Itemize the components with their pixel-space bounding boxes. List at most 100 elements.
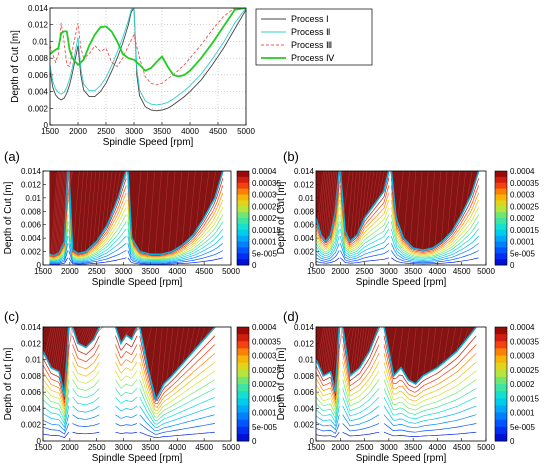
colorbar-tick-label: 0.0003 [252, 191, 277, 200]
lobe-boundary [68, 171, 128, 255]
colorbar-tick-label: 0.00035 [510, 179, 539, 188]
contour-line [60, 171, 68, 249]
contour-line [316, 405, 340, 427]
colorbar-segment [237, 200, 249, 207]
panel-1: 1500 2000 2500 3000 3500 4000 4500 5000 0 0.002 0.… [3, 149, 281, 288]
colorbar-segment [237, 348, 249, 356]
contour-line [335, 171, 343, 206]
series-line [50, 8, 246, 112]
colorbar-segment [237, 398, 249, 406]
colorbar-segment [237, 327, 249, 335]
colorbar-segment [237, 405, 249, 413]
contour-line [177, 327, 184, 370]
contour-line [316, 344, 340, 400]
legend: Process Ⅰ Process Ⅱ Process Ⅲ Process Ⅳ [255, 8, 373, 66]
y-tick-label: 0.014 [21, 167, 42, 176]
colorbar-segment [495, 206, 507, 213]
y-tick-label: 0.006 [294, 221, 315, 230]
contour-line [316, 431, 340, 438]
contour-line [181, 171, 189, 246]
contour-line [390, 228, 479, 260]
series-line [50, 8, 246, 78]
contour-line [342, 423, 380, 432]
contour-line [378, 171, 385, 199]
colorbar-tick-label: 0 [510, 437, 515, 446]
contour-line [335, 327, 343, 383]
contour-line [89, 327, 97, 344]
contour-line [150, 327, 158, 379]
contour-line [339, 228, 390, 257]
colorbar-segment [495, 223, 507, 231]
colorbar-tick-label: 5e-005 [252, 423, 277, 432]
contour-line [390, 207, 480, 257]
contour-line [325, 327, 333, 375]
colorbar-segment [237, 419, 249, 428]
colorbar-tick-label: 0.00035 [252, 179, 281, 188]
colorbar-segment [495, 259, 507, 266]
x-tick-label: 5000 [222, 443, 240, 452]
contour-line [371, 171, 378, 209]
contour-line [121, 171, 129, 185]
contour-line [147, 171, 155, 254]
y-axis-label: Depth of Cut [m] [276, 181, 287, 254]
colorbar-tick-label: 0.0002 [252, 214, 277, 223]
contour-line [316, 353, 340, 404]
contour-line [347, 327, 354, 362]
colorbar-segment [495, 391, 507, 399]
x-tick-label: 5000 [237, 127, 255, 136]
contour-line [121, 327, 129, 343]
colorbar-segment [237, 376, 249, 385]
y-tick-label: 0.01 [32, 37, 48, 46]
x-tick-label: 1500 [307, 443, 325, 452]
contour-line [127, 221, 224, 261]
contour-line [340, 257, 389, 264]
contour-line [182, 327, 190, 364]
contour-line [68, 207, 127, 259]
contour-line [316, 388, 340, 420]
colorbar-segment [495, 194, 507, 201]
contour-line [316, 214, 340, 253]
colorbar-segment [237, 362, 249, 371]
colorbar-tick-label: 0.0004 [252, 167, 277, 176]
colorbar-segment [237, 176, 249, 184]
contour-line [339, 192, 390, 248]
contour-line [316, 235, 340, 258]
contour-line [72, 396, 100, 406]
contour-line [374, 171, 382, 204]
contour-line [209, 171, 217, 209]
colorbar: 0.0004 0.00035 0.0003 0.00025 0.0002 0.00015 0… [494, 167, 539, 270]
contour-line [51, 171, 59, 256]
contour-line [50, 327, 58, 367]
contour-line [43, 397, 70, 425]
contour-line [72, 388, 100, 399]
colorbar-tick-label: 0.0003 [510, 352, 535, 361]
colorbar-segment [237, 171, 249, 178]
contour-line [49, 243, 69, 264]
contour-line [141, 171, 149, 253]
contour-line [135, 327, 143, 331]
contour-line [469, 327, 476, 336]
contour-line [390, 327, 397, 361]
contour-line [93, 171, 101, 245]
contour-line [316, 414, 340, 431]
colorbar-segment [237, 218, 249, 225]
colorbar-segment [495, 405, 507, 413]
x-tick-label: 2500 [97, 127, 115, 136]
x-tick-label: 2000 [331, 267, 349, 276]
y-tick-label: 0.002 [294, 421, 315, 430]
contour-line [72, 405, 100, 413]
colorbar-tick-label: 0.00025 [252, 202, 281, 211]
x-axis-label: Spindle Speed [rpm] [356, 453, 447, 464]
contour-line [74, 327, 82, 334]
contour-line [97, 327, 105, 332]
colorbar-segment [495, 327, 507, 335]
contour-line [376, 327, 383, 334]
contour-field [49, 171, 224, 265]
contour-line [93, 327, 101, 340]
contour-line [423, 327, 430, 376]
contour-line [115, 344, 138, 359]
contour-line [63, 171, 71, 243]
y-tick-label: 0.008 [294, 372, 315, 381]
contour-line [339, 235, 390, 259]
contour-line [129, 327, 136, 338]
